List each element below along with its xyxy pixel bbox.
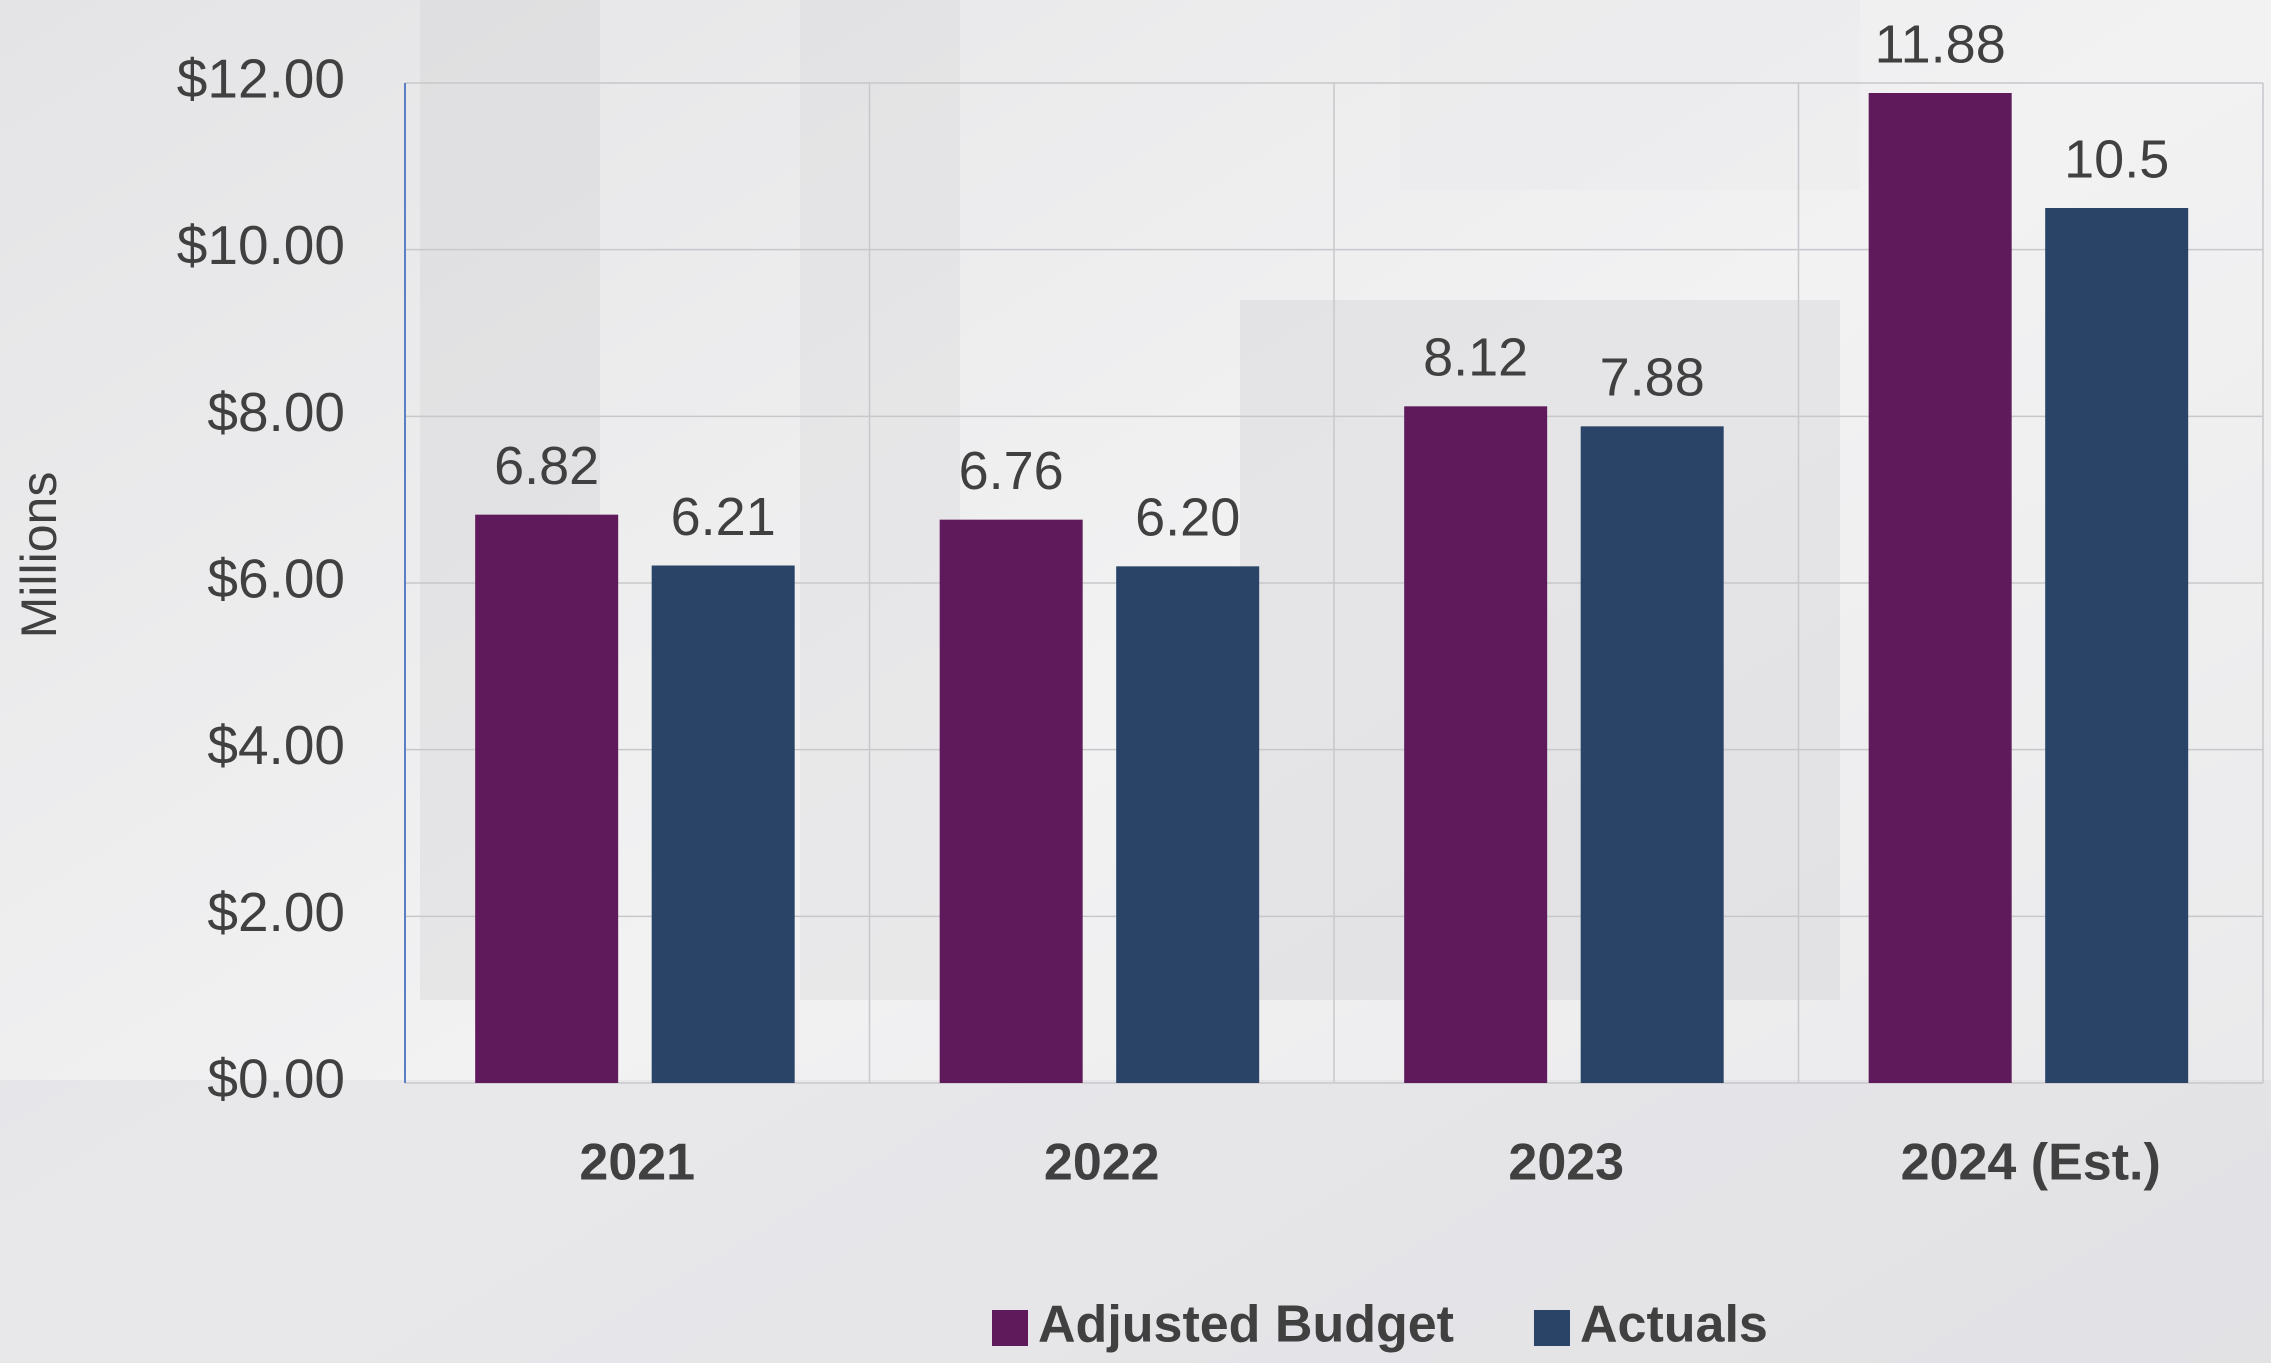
y-tick-label: $8.00 <box>207 381 345 443</box>
value-label: 8.12 <box>1423 328 1528 388</box>
x-tick-label: 2022 <box>1044 1134 1160 1192</box>
y-axis-label: Millions <box>11 472 67 639</box>
bar <box>1404 406 1548 1083</box>
value-label: 6.76 <box>959 441 1064 501</box>
bar <box>1868 93 2012 1083</box>
value-label: 7.88 <box>1600 348 1705 408</box>
bar <box>475 514 619 1083</box>
value-label: 11.88 <box>1875 14 2006 74</box>
bar <box>1580 426 1724 1083</box>
y-tick-label: $4.00 <box>207 714 345 776</box>
x-tick-label: 2023 <box>1508 1134 1624 1192</box>
y-tick-label: $0.00 <box>207 1048 345 1110</box>
legend-label: Actuals <box>1580 1296 1768 1354</box>
y-tick-label: $12.00 <box>177 48 345 110</box>
value-label: 6.20 <box>1135 488 1240 548</box>
x-tick-label: 2024 (Est.) <box>1901 1134 2161 1192</box>
bar <box>651 565 795 1083</box>
legend-swatch <box>992 1310 1028 1346</box>
legend-label: Adjusted Budget <box>1038 1296 1454 1354</box>
value-label: 10.5 <box>2064 129 2169 189</box>
bar <box>1116 566 1260 1083</box>
x-tick-label: 2021 <box>579 1134 695 1192</box>
y-tick-label: $6.00 <box>207 548 345 610</box>
bar <box>2045 208 2189 1083</box>
y-tick-label: $10.00 <box>177 214 345 276</box>
bar <box>939 519 1083 1083</box>
value-label: 6.21 <box>671 487 776 547</box>
y-tick-label: $2.00 <box>207 881 345 943</box>
value-label: 6.82 <box>494 436 599 496</box>
legend-swatch <box>1533 1310 1570 1346</box>
